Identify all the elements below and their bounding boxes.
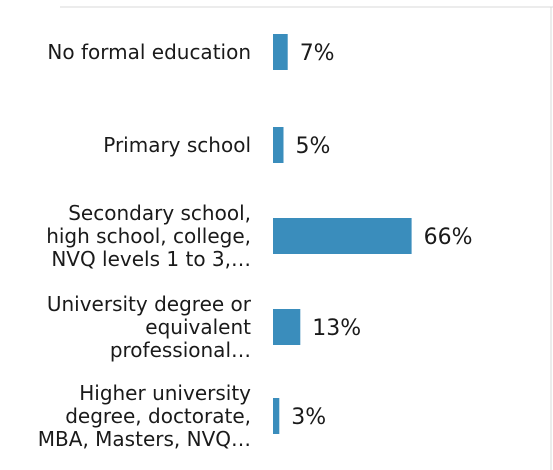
category-label-line: professional… bbox=[110, 338, 251, 362]
category-label: Secondary school, high school, college, NV… bbox=[46, 201, 251, 271]
bar bbox=[273, 309, 301, 345]
bar bbox=[273, 34, 288, 70]
category-label-line: Primary school bbox=[103, 133, 251, 157]
bar bbox=[273, 218, 412, 254]
category-label-line: high school, college, bbox=[46, 224, 251, 248]
bar bbox=[273, 127, 284, 163]
value-label: 66% bbox=[424, 225, 473, 250]
value-label: 3% bbox=[291, 405, 326, 430]
category-label-line: No formal education bbox=[47, 40, 251, 64]
value-label: 13% bbox=[312, 316, 361, 341]
category-label-line: University degree or bbox=[47, 292, 252, 316]
category-label-line: Secondary school, bbox=[68, 201, 251, 225]
category-label: No formal education bbox=[47, 40, 251, 64]
category-label-line: NVQ levels 1 to 3,… bbox=[51, 247, 251, 271]
bars-group: No formal education 7% Primary school 5% Sec… bbox=[38, 34, 473, 451]
category-label-line: degree, doctorate, bbox=[65, 404, 251, 428]
value-label: 7% bbox=[300, 41, 335, 66]
category-label-line: Higher university bbox=[79, 381, 251, 405]
cropped-heading-fragment: ▔▔▔▔▔▔▔ bbox=[7, 0, 116, 7]
category-label-line: MBA, Masters, NVQ… bbox=[38, 427, 251, 451]
bar bbox=[273, 398, 280, 434]
category-label: Higher university degree, doctorate, MBA, … bbox=[38, 381, 251, 451]
value-label: 5% bbox=[296, 134, 331, 159]
category-label: University degree or equivalent profession… bbox=[47, 292, 252, 362]
category-label: Primary school bbox=[103, 133, 251, 157]
category-label-line: equivalent bbox=[145, 315, 251, 339]
